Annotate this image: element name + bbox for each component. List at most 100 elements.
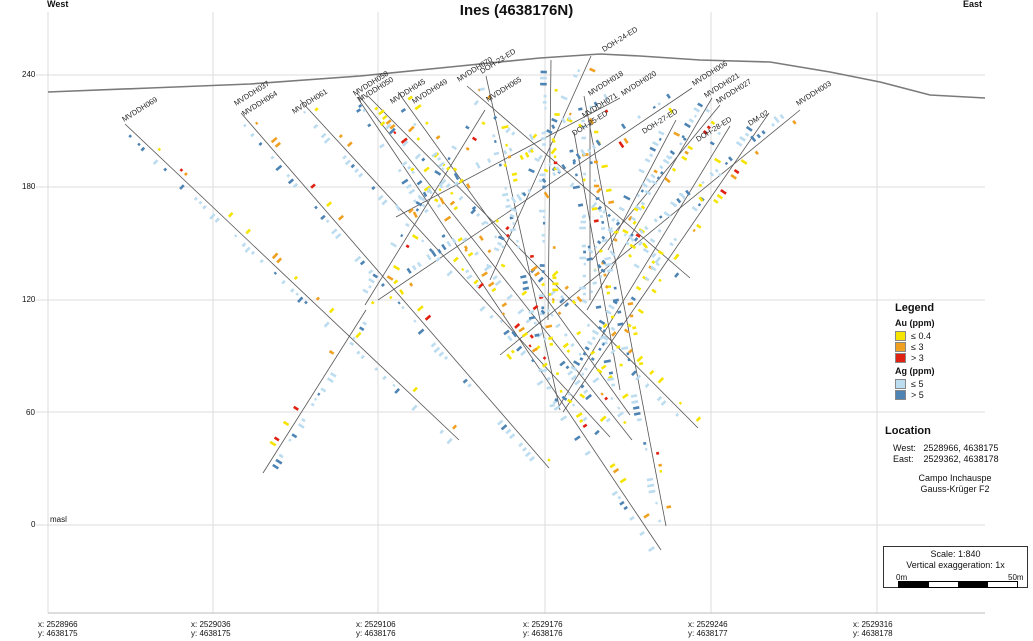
assay-interval: [607, 213, 612, 218]
assay-interval: [640, 189, 645, 193]
assay-interval: [406, 267, 412, 274]
assay-interval: [644, 157, 651, 163]
assay-interval: [548, 162, 552, 167]
assay-interval: [377, 194, 384, 201]
assay-interval: [415, 208, 420, 212]
assay-interval: [291, 433, 298, 439]
assay-interval: [681, 155, 688, 161]
assay-interval: [603, 359, 611, 364]
assay-interval: [371, 186, 376, 191]
assay-interval: [440, 167, 445, 171]
assay-interval: [660, 171, 664, 175]
assay-interval: [543, 168, 549, 173]
drillhole-trace: [586, 97, 713, 311]
assay-interval: [599, 415, 607, 422]
assay-interval: [649, 146, 657, 152]
assay-interval: [477, 282, 484, 289]
assay-interval: [528, 309, 535, 314]
assay-interval: [683, 122, 691, 129]
assay-interval: [685, 189, 691, 196]
assay-interval: [323, 321, 330, 328]
assay-interval: [437, 248, 442, 254]
assay-interval: [417, 328, 425, 335]
assay-interval: [506, 198, 510, 202]
assay-interval: [244, 246, 251, 253]
assay-interval: [475, 161, 481, 169]
legend-title: Legend: [895, 302, 935, 314]
assay-interval: [595, 197, 600, 201]
assay-interval: [413, 122, 417, 127]
assay-interval: [503, 163, 508, 168]
assay-interval: [444, 215, 452, 222]
assay-interval: [691, 206, 698, 212]
assay-interval: [590, 350, 596, 355]
assay-interval: [467, 251, 474, 257]
assay-interval: [617, 411, 624, 418]
assay-interval: [529, 254, 534, 259]
assay-interval: [617, 406, 621, 410]
assay-interval: [338, 134, 343, 139]
assay-interval: [320, 387, 327, 393]
assay-interval: [424, 208, 429, 214]
assay-interval: [425, 121, 429, 125]
assay-interval: [356, 108, 362, 113]
assay-interval: [596, 368, 603, 374]
assay-interval: [579, 357, 584, 361]
assay-interval: [465, 125, 470, 130]
assay-interval: [744, 132, 750, 137]
assay-interval: [417, 194, 422, 200]
assay-interval: [328, 307, 335, 314]
assay-interval: [386, 275, 394, 281]
assay-interval: [423, 185, 431, 192]
assay-interval: [604, 262, 613, 267]
assay-interval: [503, 329, 510, 336]
assay-interval: [720, 188, 727, 195]
assay-interval: [301, 418, 306, 423]
assay-interval: [552, 171, 557, 177]
scale-box: Scale: 1:840 Vertical exaggeration: 1x 0…: [883, 546, 1028, 588]
assay-interval: [761, 130, 766, 135]
assay-interval: [577, 203, 584, 207]
assay-interval: [493, 151, 500, 156]
assay-interval: [561, 117, 566, 124]
assay-interval: [616, 218, 620, 223]
assay-interval: [234, 234, 238, 238]
assay-interval: [385, 119, 392, 125]
assay-interval: [612, 300, 618, 305]
assay-interval: [632, 220, 637, 225]
assay-interval: [639, 531, 645, 536]
drillhole-label: MVDDH065: [484, 75, 523, 104]
assay-interval: [568, 112, 572, 116]
assay-interval: [618, 141, 625, 149]
assay-interval: [275, 164, 283, 172]
assay-interval: [507, 155, 512, 159]
assay-interval: [637, 115, 641, 120]
legend-au-low: ≤ 0.4: [895, 330, 1025, 341]
assay-interval: [665, 154, 672, 160]
assay-interval: [452, 167, 458, 172]
assay-interval: [198, 200, 203, 205]
assay-interval: [593, 219, 599, 223]
assay-interval: [399, 289, 405, 295]
assay-interval: [529, 455, 535, 462]
assay-interval: [623, 420, 627, 425]
assay-interval: [354, 255, 362, 263]
assay-interval: [553, 405, 561, 411]
assay-interval: [598, 347, 602, 352]
assay-interval: [368, 277, 375, 284]
section-title: Ines (4638176N): [459, 2, 574, 19]
assay-interval: [632, 406, 640, 410]
assay-interval: [405, 222, 410, 228]
assay-interval: [575, 153, 582, 160]
assay-interval: [636, 417, 642, 422]
assay-interval: [606, 268, 614, 273]
assay-interval: [647, 483, 655, 488]
assay-interval: [434, 170, 442, 176]
assay-interval: [668, 107, 674, 114]
assay-interval: [695, 416, 702, 422]
assay-interval: [457, 237, 463, 242]
assay-interval: [552, 400, 558, 405]
assay-interval: [531, 347, 538, 353]
west-label: West: [47, 0, 69, 9]
assay-interval: [601, 335, 609, 342]
